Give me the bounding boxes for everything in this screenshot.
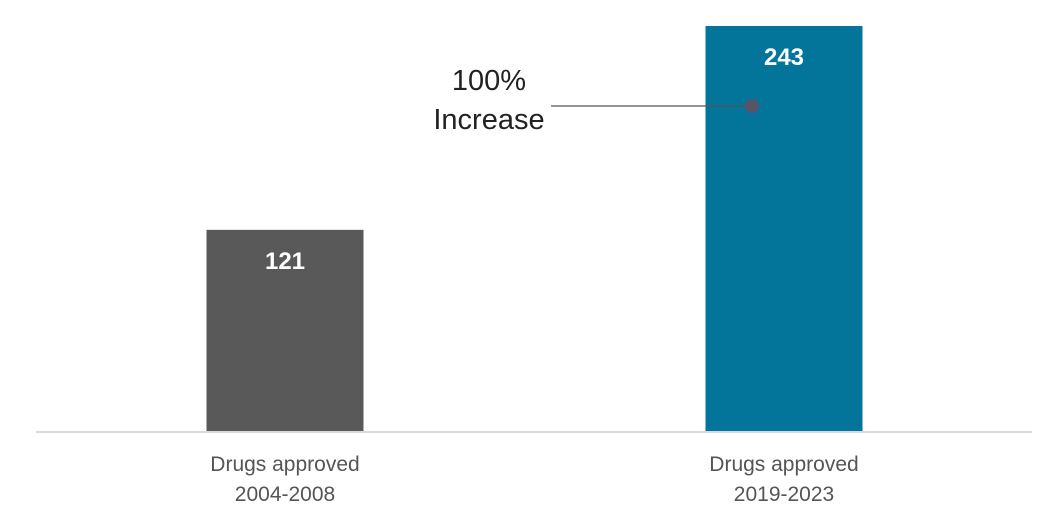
bars-group <box>206 26 863 432</box>
bar-1-data-label: 121 <box>265 248 305 275</box>
category-label-2-line-2: 2019-2023 <box>734 483 834 506</box>
category-label-1-line-2: 2004-2008 <box>235 483 335 506</box>
annotation-marker-dot <box>745 99 759 113</box>
labels-group: 121 Drugs approved 2004-2008 243 Drugs appro… <box>210 44 858 506</box>
bar-2-data-label: 243 <box>764 44 804 71</box>
bar-2 <box>705 26 863 432</box>
annotation-line-1: 100% <box>452 65 526 97</box>
bar-1 <box>206 229 364 432</box>
increase-annotation: 100% Increase <box>433 65 759 136</box>
category-label-1-line-1: Drugs approved <box>210 453 359 476</box>
category-label-2-line-1: Drugs approved <box>709 453 858 476</box>
annotation-line-2: Increase <box>433 104 544 136</box>
